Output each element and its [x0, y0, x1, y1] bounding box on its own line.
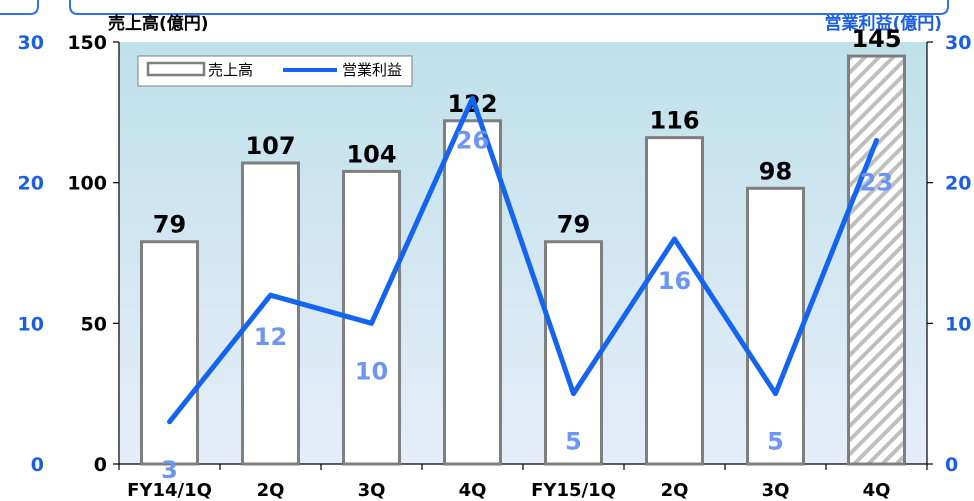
bars-group — [140, 54, 906, 466]
bar — [645, 136, 704, 466]
outer-left-axis-tick-label: 30 — [18, 32, 44, 54]
x-axis-category-label: 4Q — [863, 480, 891, 501]
x-axis-category-label: FY14/1Q — [127, 480, 212, 501]
x-axis-category-label: FY15/1Q — [531, 480, 616, 501]
profit-value-label: 12 — [254, 323, 287, 351]
x-axis-category-label: 2Q — [257, 480, 285, 501]
legend-bar-swatch — [146, 61, 206, 77]
profit-value-label: 10 — [355, 357, 388, 385]
frame-corner-left — [0, 0, 39, 15]
profit-point — [874, 138, 879, 143]
bar — [241, 161, 300, 466]
legend-bar-label: 売上高 — [208, 61, 253, 79]
profit-point — [470, 96, 475, 101]
bar — [140, 240, 199, 466]
profit-point — [268, 293, 273, 298]
x-labels-group: FY14/1Q 2Q 3Q 4Q FY15/1Q 2Q 3Q 4Q — [127, 480, 890, 501]
outer-left-axis-tick-label: 0 — [31, 454, 44, 476]
bar — [746, 186, 805, 466]
right-axis-tick-label: 10 — [945, 313, 971, 335]
left-axis-title: 売上高(億円) — [108, 13, 209, 34]
right-axis-tick-label: 0 — [945, 454, 958, 476]
profit-value-label: 16 — [658, 267, 691, 295]
bar-value-label: 79 — [153, 211, 186, 239]
x-axis-category-label: 3Q — [358, 480, 386, 501]
outer-left-axis-tick-label: 10 — [18, 313, 44, 335]
profit-point — [571, 391, 576, 396]
left-axis-tick-label: 50 — [81, 313, 107, 335]
bar-value-label: 79 — [557, 211, 590, 239]
bar-value-label: 104 — [346, 140, 396, 168]
profit-point — [672, 236, 677, 241]
outer-left-axis-tick-label: 20 — [18, 173, 44, 195]
profit-value-label: 23 — [860, 168, 893, 196]
frame-top-border — [69, 0, 949, 15]
right-axis-tick-label: 30 — [945, 32, 971, 54]
profit-value-label: 5 — [767, 428, 784, 456]
legend-line-label: 営業利益 — [342, 61, 402, 79]
right-axis-title: 営業利益(億円) — [824, 13, 942, 34]
bar-value-label: 107 — [245, 132, 295, 160]
profit-value-label: 3 — [161, 456, 178, 484]
bar-value-label: 98 — [759, 157, 792, 185]
line-labels-group: 3 12 10 26 5 16 5 23 — [161, 126, 893, 484]
legend: 売上高 営業利益 — [137, 55, 413, 87]
profit-line — [167, 95, 879, 425]
left-axis-tick-label: 100 — [67, 173, 107, 195]
profit-value-label: 5 — [565, 428, 582, 456]
bar-value-label: 145 — [851, 25, 901, 53]
profit-value-label: 26 — [456, 126, 489, 154]
bar-forecast — [847, 54, 906, 466]
bar — [443, 119, 502, 466]
right-axis-tick-label: 20 — [945, 173, 971, 195]
profit-point — [773, 391, 778, 396]
profit-point — [369, 321, 374, 326]
left-axis-tick-label: 0 — [94, 454, 107, 476]
x-axis-category-label: 3Q — [762, 480, 790, 501]
profit-point — [167, 419, 172, 424]
bar-value-label: 116 — [649, 107, 699, 135]
axes: 0 50 100 150 0 10 20 30 0 10 20 30 — [18, 32, 972, 476]
x-axis-category-label: 2Q — [661, 480, 689, 501]
x-axis-category-label: 4Q — [459, 480, 487, 501]
left-axis-tick-label: 150 — [67, 32, 107, 54]
line-group — [167, 95, 879, 425]
legend-box — [137, 55, 413, 87]
